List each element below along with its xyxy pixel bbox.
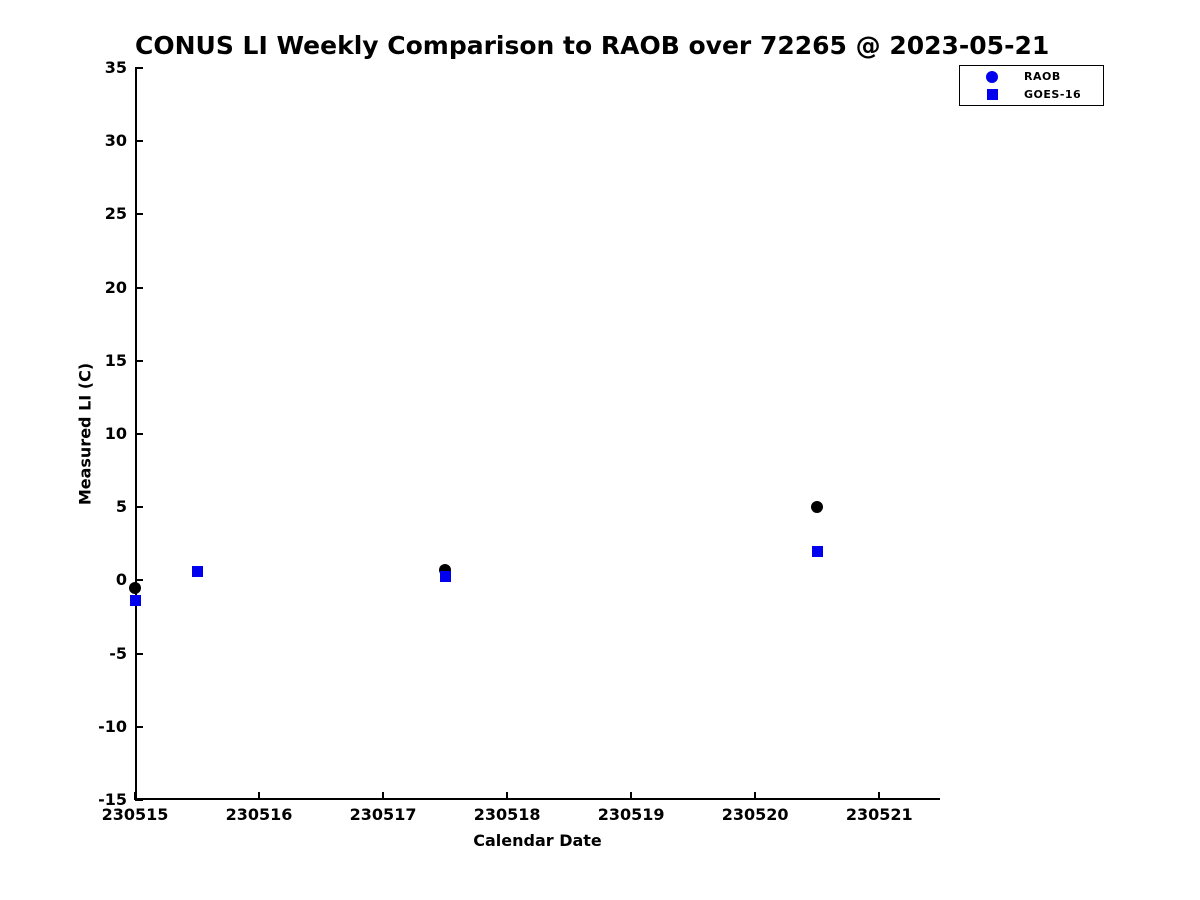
y-tick-label: 5 <box>115 497 127 517</box>
y-tick-label: 10 <box>104 424 127 443</box>
x-tick-label: 230521 <box>845 805 913 824</box>
x-tick <box>134 792 136 800</box>
x-tick <box>630 792 633 800</box>
y-tick-label: 0 <box>115 570 127 590</box>
x-tick <box>506 792 509 800</box>
data-point-goes16 <box>191 566 203 578</box>
data-point-raob <box>129 581 141 594</box>
legend: RAOB GOES-16 <box>959 65 1104 106</box>
raob-circle-icon <box>986 70 998 83</box>
y-tick-label: -5 <box>109 643 127 663</box>
y-tick <box>135 433 143 435</box>
legend-label-goes16: GOES-16 <box>1024 88 1082 101</box>
legend-marker-cell <box>960 89 1024 100</box>
y-tick-label: 30 <box>104 131 127 151</box>
y-tick <box>135 506 143 509</box>
x-axis-label: Calendar Date <box>473 831 602 850</box>
y-tick-label: 15 <box>104 350 127 370</box>
y-tick <box>135 286 143 289</box>
y-tick-label: -15 <box>98 790 127 809</box>
y-tick <box>135 67 143 69</box>
y-tick-label: 20 <box>104 277 127 297</box>
x-tick-label: 230519 <box>597 805 665 824</box>
x-tick <box>754 792 757 800</box>
y-tick-label: 25 <box>104 204 127 224</box>
y-tick <box>135 725 143 728</box>
y-tick <box>135 799 143 801</box>
data-point-raob <box>811 501 824 514</box>
x-tick-label: 230515 <box>101 805 169 824</box>
goes16-square-icon <box>986 89 998 100</box>
y-tick-label: 35 <box>104 58 127 77</box>
y-tick <box>135 140 143 143</box>
x-tick <box>382 792 385 800</box>
data-point-goes16 <box>811 545 823 557</box>
x-tick-label: 230517 <box>349 805 417 824</box>
x-tick-label: 230520 <box>721 805 789 824</box>
legend-label-raob: RAOB <box>1024 70 1061 83</box>
legend-item-raob: RAOB <box>960 69 1103 84</box>
y-tick <box>135 359 143 362</box>
chart-title: CONUS LI Weekly Comparison to RAOB over … <box>135 31 1050 60</box>
legend-marker-cell <box>960 70 1024 83</box>
data-point-goes16 <box>439 570 451 582</box>
data-point-goes16 <box>129 595 141 607</box>
legend-item-goes16: GOES-16 <box>960 87 1103 102</box>
x-tick <box>258 792 261 800</box>
y-tick <box>135 579 143 582</box>
y-tick <box>135 213 143 216</box>
y-tick <box>135 652 143 655</box>
x-tick <box>878 792 881 800</box>
x-tick-label: 230516 <box>225 805 293 824</box>
plot-area <box>135 68 940 800</box>
x-tick-label: 230518 <box>473 805 541 824</box>
y-tick-label: -10 <box>98 716 127 736</box>
